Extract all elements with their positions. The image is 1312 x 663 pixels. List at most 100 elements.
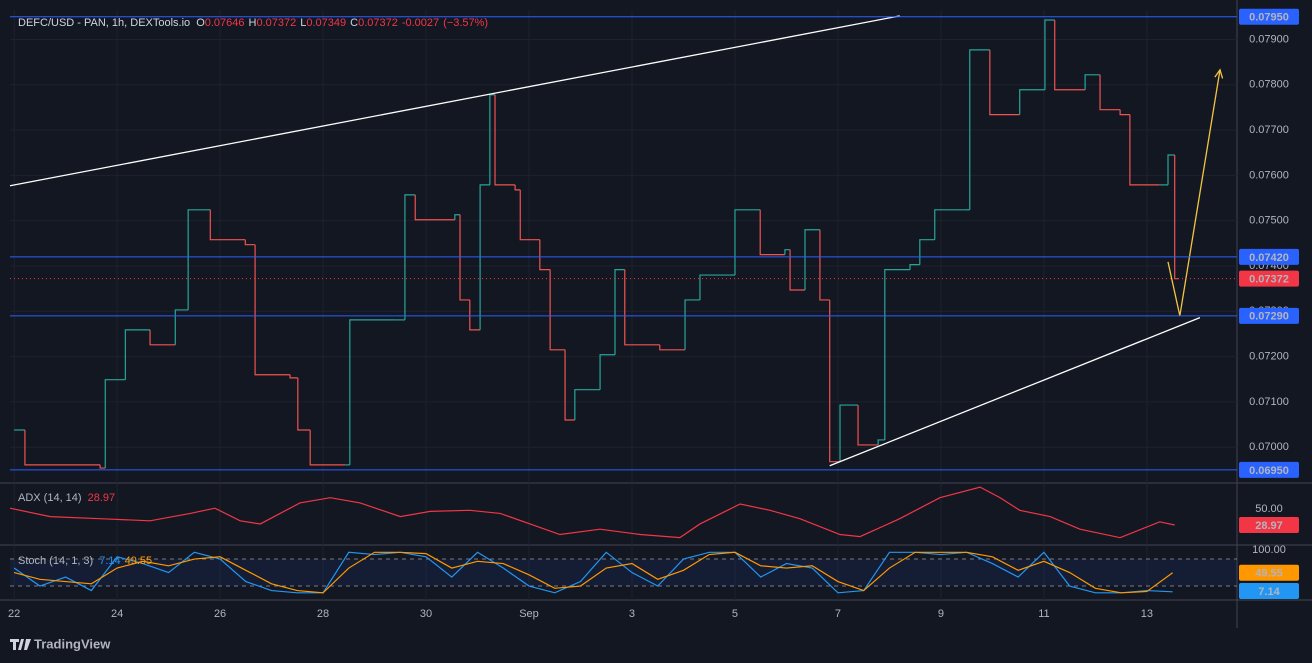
y-tick-label: 100.00 (1252, 544, 1286, 556)
trend-line (829, 317, 1201, 467)
price-step (1129, 114, 1160, 186)
price-badge-label: 7.14 (1258, 586, 1280, 598)
x-tick-label: 30 (420, 608, 432, 620)
indicator-value: 7.14 (99, 555, 120, 567)
price-badge (1239, 583, 1299, 599)
ohlc-value: 0.07372 (358, 17, 398, 29)
price-step (884, 269, 911, 440)
ohlc-label: C (350, 17, 358, 29)
price-step (877, 439, 885, 445)
price-badge (1239, 248, 1299, 265)
price-step (839, 404, 859, 462)
price-badge (1239, 307, 1299, 324)
x-tick-label: 13 (1141, 608, 1153, 620)
trend-line (9, 15, 900, 187)
price-step (1044, 19, 1055, 90)
x-tick-label: 11 (1038, 608, 1049, 620)
price-badge (1239, 461, 1299, 478)
price-step (909, 264, 920, 270)
band-fill (10, 559, 1237, 587)
plot-layer: 22 24 26 28 30 Sep 3 5 7 9 11 13 0.07000 0.07100 0.072… (0, 0, 1312, 628)
price-badge (1239, 8, 1299, 25)
indicator-name: ADX (14, 14) (18, 492, 82, 504)
indicator-line (13, 551, 1173, 594)
price-step (934, 209, 966, 240)
price-step (784, 249, 791, 255)
change-pct: (−3.57%) (443, 17, 488, 29)
brand: TradingView (34, 636, 111, 651)
x-tick-label: 28 (317, 608, 329, 620)
price-step (1084, 74, 1101, 90)
chart-header: DEFC/USD - PAN, 1h, DEXTools.io O0.07646 H… (18, 17, 488, 29)
price-step (404, 194, 416, 320)
price-step (1099, 74, 1121, 111)
price-step (1167, 154, 1175, 185)
price-badge-label: 49.55 (1255, 568, 1283, 580)
y-tick-label: 0.07500 (1249, 215, 1289, 227)
x-tick-label: 26 (214, 608, 226, 620)
price-step (454, 214, 461, 220)
indicator-value: 49.55 (125, 555, 153, 567)
price-step (699, 274, 730, 300)
price-step (1054, 19, 1086, 91)
price-step (124, 329, 151, 380)
x-tick-label: 5 (732, 608, 738, 620)
price-step (254, 244, 291, 376)
change: -0.0027 (402, 17, 439, 29)
y-tick-label: 0.07900 (1249, 33, 1289, 45)
price-step (349, 319, 396, 465)
price-step (759, 209, 785, 256)
price-step (99, 464, 106, 469)
price-badge-label: 0.07420 (1249, 252, 1289, 264)
ohlc-value: 0.07372 (256, 17, 296, 29)
price-step (187, 209, 211, 310)
price-step (574, 389, 601, 421)
price-step (459, 214, 470, 301)
price-badge (1239, 517, 1299, 534)
price-step (309, 429, 346, 466)
ohlc-label: O (196, 17, 205, 29)
symbol: DEFC/USD - PAN, 1h, DEXTools.io (18, 17, 190, 29)
price-step (539, 239, 551, 271)
x-tick-label: Sep (519, 608, 539, 620)
price-step (24, 429, 101, 466)
price-step (804, 229, 820, 290)
y-tick-label: 50.00 (1255, 503, 1283, 515)
price-step (494, 94, 516, 186)
price-step (919, 239, 935, 265)
price-step (479, 184, 490, 330)
price-step (624, 269, 660, 346)
price-badge (1239, 270, 1299, 287)
price-step (514, 184, 521, 191)
price-step (564, 349, 575, 421)
price-step (149, 329, 176, 346)
price-badge-label: 28.97 (1255, 520, 1283, 532)
adx-title: ADX (14, 14) 28.97 (18, 492, 115, 504)
price-step (659, 344, 686, 351)
price-step (789, 249, 806, 291)
stoch-title: Stoch (14, 1, 3) 7.14 49.55 (18, 555, 152, 567)
x-tick-label: 3 (629, 608, 635, 620)
price-step (599, 354, 616, 390)
y-tick-label: 0.07000 (1249, 441, 1289, 453)
price-step (819, 229, 830, 301)
price-step (684, 299, 700, 350)
x-tick-label: 22 (8, 608, 20, 620)
x-tick-label: 7 (835, 608, 841, 620)
price-step (857, 405, 879, 446)
price-step (969, 49, 990, 210)
y-tick-label: 0.07200 (1249, 351, 1289, 363)
price-step (414, 194, 455, 221)
price-step (519, 189, 540, 241)
indicator-value: 28.97 (88, 492, 116, 504)
logo-icon (10, 639, 31, 650)
indicator-line (13, 551, 1173, 594)
ohlc-value: 0.07349 (306, 17, 346, 29)
logo: TradingView (10, 636, 111, 651)
price-badge-label: 0.06950 (1249, 465, 1289, 477)
price-step (209, 209, 246, 241)
indicator-name: Stoch (14, 1, 3) (18, 555, 93, 567)
y-tick-label: 0.07600 (1249, 169, 1289, 181)
